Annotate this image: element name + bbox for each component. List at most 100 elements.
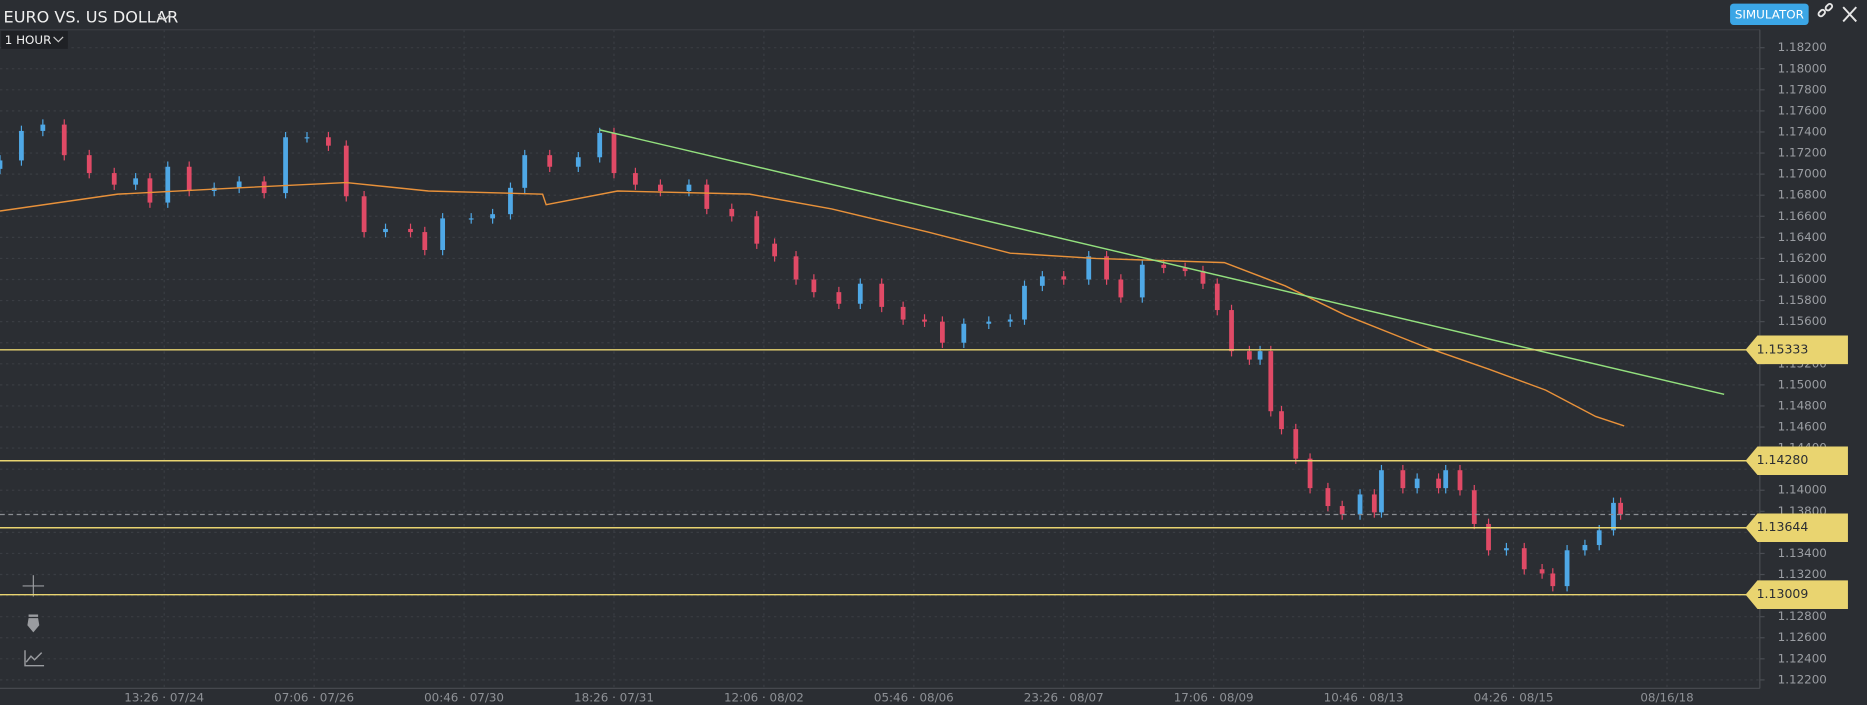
crosshair-tool[interactable] — [22, 575, 45, 597]
timeframe-dropdown[interactable] — [53, 36, 64, 43]
candle-body — [1214, 283, 1220, 311]
instrument-title[interactable]: EURO VS. US DOLLAR — [4, 7, 179, 26]
candle-body — [1486, 523, 1491, 551]
candle-body — [1596, 530, 1602, 546]
candle-body — [1339, 506, 1345, 515]
level-label: 1.13644 — [1757, 519, 1809, 534]
candle-body — [1161, 264, 1167, 268]
level-label: 1.13009 — [1757, 586, 1809, 601]
title-dropdown[interactable] — [157, 13, 171, 22]
candle-body — [468, 218, 474, 220]
candle-body — [1229, 310, 1234, 352]
candle-body — [283, 137, 288, 194]
candle-body — [575, 157, 581, 167]
x-tick-label: 18:26 · 07/31 — [574, 690, 654, 704]
candle-body — [658, 184, 663, 191]
x-tick-label: 04:26 · 08/15 — [1474, 690, 1554, 704]
candle-body — [857, 283, 863, 304]
indicator-tool[interactable] — [24, 650, 45, 667]
x-tick-label: 05:46 · 08/06 — [874, 690, 954, 704]
candle-body — [86, 155, 92, 174]
y-tick-label: 1.17000 — [1778, 167, 1827, 181]
candle-body — [304, 137, 310, 139]
level-label-box — [1745, 446, 1848, 476]
y-tick-label: 1.16000 — [1778, 272, 1827, 286]
candle-body — [1257, 351, 1263, 360]
candle-body — [1521, 548, 1527, 570]
candle-body — [922, 319, 927, 322]
x-tick-label: 23:26 · 08/07 — [1024, 690, 1104, 704]
candle-body — [111, 173, 117, 185]
simulator-badge[interactable] — [1730, 3, 1809, 26]
candle-body — [1039, 276, 1045, 286]
candle-body — [1357, 494, 1363, 515]
x-tick-label: 12:06 · 08/02 — [724, 690, 804, 704]
candle-body — [1504, 548, 1509, 551]
simulator-label[interactable]: SIMULATOR — [1735, 7, 1804, 21]
candle-body — [986, 321, 992, 324]
candle-body — [165, 166, 171, 203]
candle-body — [1139, 264, 1145, 298]
grid-layer: 1.18200 1.18000 1.17800 1.17600 1.17400 1.172… — [0, 29, 1827, 704]
candle-body — [522, 155, 528, 188]
candle-body — [1379, 470, 1384, 513]
candle-body — [490, 214, 495, 219]
candle-body — [1293, 429, 1299, 459]
x-tick-label: 08/16/18 — [1640, 690, 1693, 704]
candle-body — [1007, 319, 1013, 322]
y-tick-label: 1.12600 — [1778, 630, 1827, 644]
candle-body — [440, 218, 446, 250]
candle-body — [61, 124, 67, 156]
candle-body — [1611, 502, 1616, 531]
y-tick-label: 1.12200 — [1778, 672, 1827, 686]
level-label: 1.14280 — [1757, 452, 1809, 467]
candle-body — [1325, 488, 1331, 507]
candle-body — [383, 228, 388, 233]
candle-body — [1022, 285, 1027, 320]
candle-body — [1307, 458, 1313, 489]
candle-body — [1200, 271, 1206, 284]
candle-body — [147, 178, 153, 203]
y-tick-label: 1.16400 — [1778, 230, 1827, 244]
timeframe-label[interactable]: 1 HOUR — [5, 33, 52, 47]
candle-body — [633, 173, 638, 185]
candle-body — [1436, 478, 1441, 489]
candle-body — [729, 208, 735, 217]
y-tick-label: 1.17200 — [1778, 146, 1827, 160]
draw-tool[interactable] — [27, 614, 40, 633]
candle-body — [0, 160, 3, 169]
x-tick-label: 07:06 · 07/26 — [274, 690, 354, 704]
candle-body — [611, 133, 617, 174]
y-tick-label: 1.14800 — [1778, 398, 1827, 412]
candle-body — [754, 216, 760, 244]
candle-body — [133, 178, 139, 185]
candle-body — [1104, 256, 1109, 280]
candle-body — [1246, 351, 1252, 360]
candle-body — [408, 228, 413, 233]
y-tick-label: 1.18200 — [1778, 40, 1827, 54]
candle-body — [422, 232, 428, 250]
x-tick-label: 13:26 · 07/24 — [124, 690, 204, 704]
candle-body — [811, 279, 817, 293]
candle-body — [1471, 490, 1477, 524]
candle-body — [1550, 573, 1556, 587]
x-tick-label: 00:46 · 07/30 — [424, 690, 504, 704]
timeframe-button[interactable] — [1, 30, 68, 49]
candle-body — [879, 283, 885, 307]
candle-body — [772, 243, 777, 257]
link-icon[interactable] — [1817, 2, 1834, 18]
y-tick-label: 1.16600 — [1778, 209, 1827, 223]
candle-body — [704, 184, 710, 209]
y-tick-label: 1.15800 — [1778, 293, 1827, 307]
y-tick-label: 1.17600 — [1778, 103, 1827, 117]
x-tick-label: 10:46 · 08/13 — [1324, 690, 1404, 704]
candle-body — [40, 124, 46, 131]
y-tick-label: 1.13400 — [1778, 546, 1827, 560]
candle-body — [508, 187, 513, 215]
close-icon[interactable] — [1842, 6, 1857, 23]
moving-average-line — [0, 181, 1625, 427]
y-tick-label: 1.18000 — [1778, 61, 1827, 75]
